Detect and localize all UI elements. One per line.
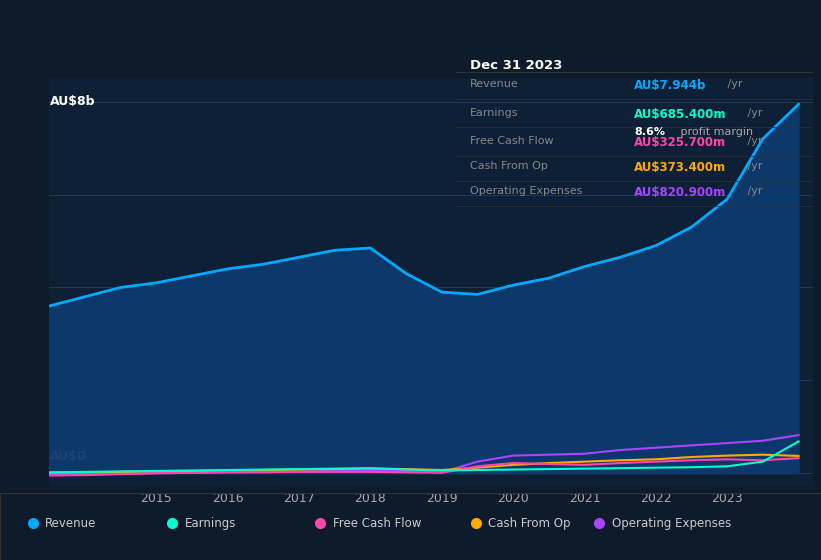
Text: Revenue: Revenue bbox=[470, 79, 519, 89]
Text: Dec 31 2023: Dec 31 2023 bbox=[470, 59, 562, 72]
Text: /yr: /yr bbox=[744, 186, 763, 197]
Text: AU$685.400m: AU$685.400m bbox=[635, 108, 727, 120]
Text: Earnings: Earnings bbox=[185, 516, 236, 530]
Text: AU$0: AU$0 bbox=[50, 450, 87, 463]
Text: Revenue: Revenue bbox=[45, 516, 97, 530]
Text: /yr: /yr bbox=[724, 79, 743, 89]
Text: AU$325.700m: AU$325.700m bbox=[635, 136, 727, 149]
Text: AU$820.900m: AU$820.900m bbox=[635, 186, 727, 199]
Text: /yr: /yr bbox=[744, 108, 763, 118]
Text: Free Cash Flow: Free Cash Flow bbox=[470, 136, 553, 146]
Text: profit margin: profit margin bbox=[677, 127, 753, 137]
Text: Operating Expenses: Operating Expenses bbox=[470, 186, 582, 197]
Text: AU$7.944b: AU$7.944b bbox=[635, 79, 707, 92]
Text: AU$373.400m: AU$373.400m bbox=[635, 161, 727, 174]
Text: Cash From Op: Cash From Op bbox=[488, 516, 571, 530]
Text: AU$8b: AU$8b bbox=[50, 95, 95, 108]
Text: /yr: /yr bbox=[744, 136, 763, 146]
Text: Free Cash Flow: Free Cash Flow bbox=[333, 516, 421, 530]
Text: /yr: /yr bbox=[744, 161, 763, 171]
Text: 8.6%: 8.6% bbox=[635, 127, 665, 137]
Text: Cash From Op: Cash From Op bbox=[470, 161, 548, 171]
Text: Operating Expenses: Operating Expenses bbox=[612, 516, 731, 530]
Text: Earnings: Earnings bbox=[470, 108, 518, 118]
